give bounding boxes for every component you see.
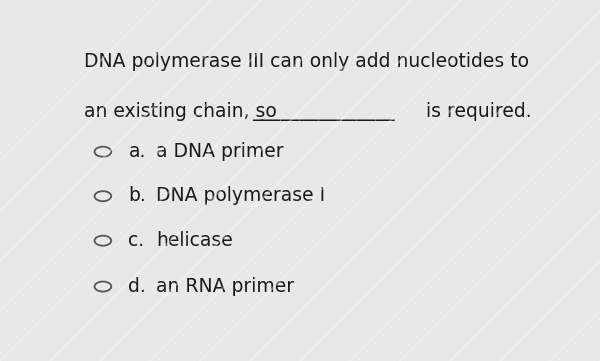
Text: c.: c. <box>128 231 145 250</box>
Text: a.: a. <box>128 142 146 161</box>
Text: DNA polymerase I: DNA polymerase I <box>157 187 325 205</box>
Circle shape <box>95 191 111 201</box>
Text: an existing chain, so: an existing chain, so <box>84 102 283 121</box>
Text: helicase: helicase <box>157 231 233 250</box>
Text: b.: b. <box>128 187 146 205</box>
Circle shape <box>95 236 111 246</box>
Text: d.: d. <box>128 277 146 296</box>
Text: _______________: _______________ <box>252 102 394 121</box>
Text: a DNA primer: a DNA primer <box>157 142 284 161</box>
Text: an RNA primer: an RNA primer <box>157 277 295 296</box>
Circle shape <box>95 147 111 157</box>
Circle shape <box>95 282 111 292</box>
Text: is required.: is required. <box>426 102 532 121</box>
Text: DNA polymerase III can only add nucleotides to: DNA polymerase III can only add nucleoti… <box>84 52 529 71</box>
